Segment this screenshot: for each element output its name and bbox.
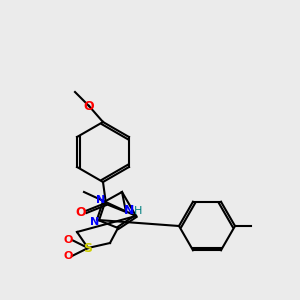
- Text: O: O: [84, 100, 94, 112]
- Text: H: H: [134, 206, 142, 216]
- Text: O: O: [63, 251, 73, 261]
- Text: N: N: [124, 205, 134, 218]
- Text: S: S: [83, 242, 92, 256]
- Text: O: O: [63, 235, 73, 245]
- Text: N: N: [96, 195, 106, 205]
- Text: N: N: [90, 217, 100, 227]
- Text: O: O: [76, 206, 86, 218]
